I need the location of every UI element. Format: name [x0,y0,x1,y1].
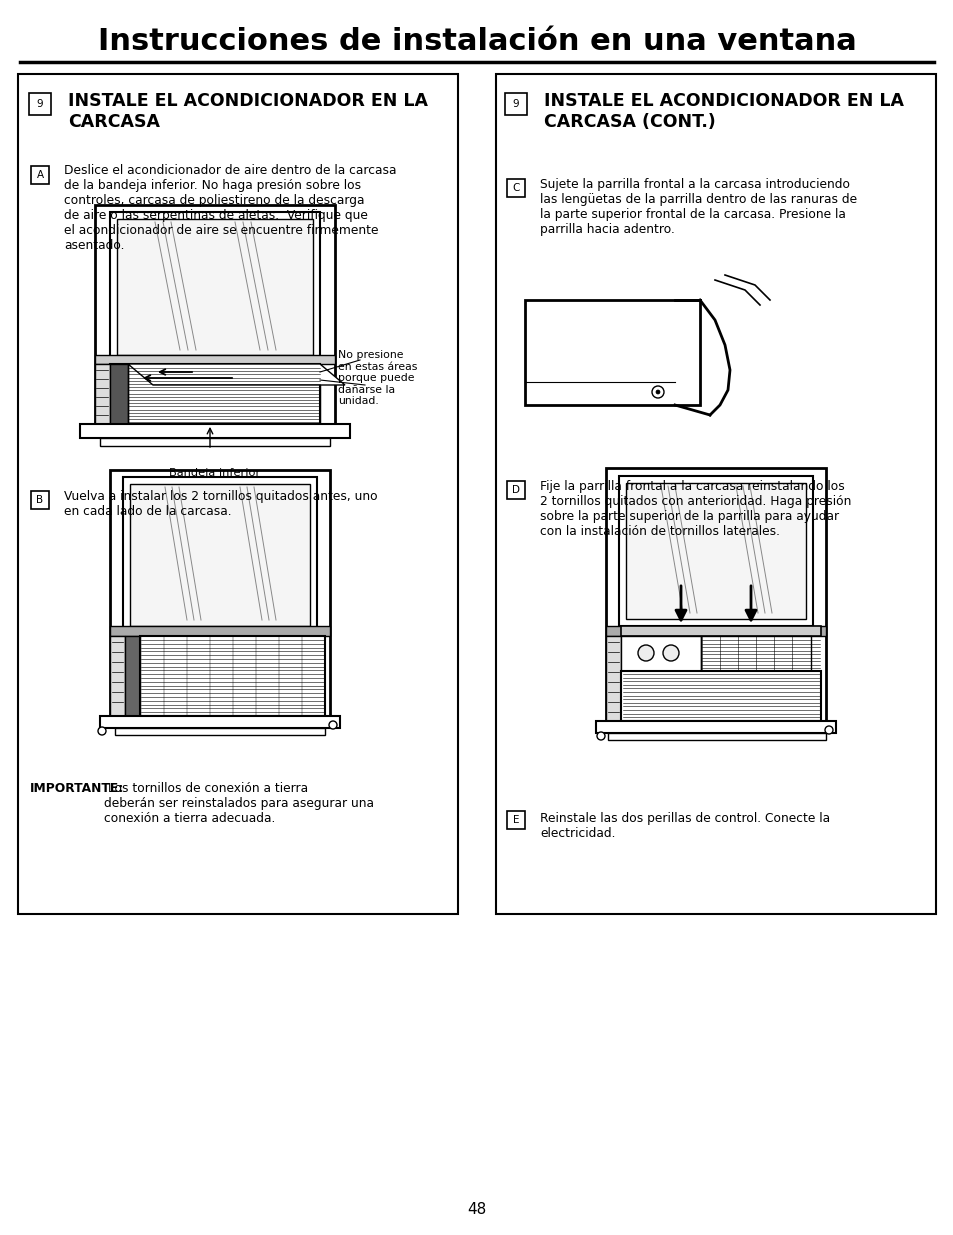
Bar [100,716,339,727]
Bar [506,179,524,198]
Bar [110,626,330,636]
Text: INSTALE EL ACONDICIONADOR EN LA
CARCASA (CONT.): INSTALE EL ACONDICIONADOR EN LA CARCASA … [543,91,903,131]
Bar [110,364,128,424]
Bar [95,364,110,424]
Bar [95,354,335,364]
Circle shape [824,726,832,734]
Bar [115,727,325,735]
Text: C: C [512,183,519,193]
Text: E: E [512,815,518,825]
Bar [607,734,825,740]
Bar [30,165,49,184]
Text: A: A [36,170,44,180]
Bar [117,219,313,354]
Text: INSTALE EL ACONDICIONADOR EN LA
CARCASA: INSTALE EL ACONDICIONADOR EN LA CARCASA [68,91,428,131]
Bar [524,300,700,405]
Text: Instrucciones de instalación en una ventana: Instrucciones de instalación en una vent… [97,27,856,57]
Bar [605,636,620,721]
Bar [620,626,821,636]
Bar [110,636,125,716]
Text: IMPORTANTE:: IMPORTANTE: [30,782,124,795]
Circle shape [638,645,654,661]
Bar [506,480,524,499]
Circle shape [662,645,679,661]
Bar [140,636,325,716]
Text: Bandeja inferior: Bandeja inferior [170,468,260,478]
Text: Fije la parrilla frontal a la carcasa reinstalando los
2 tornillos quitados con : Fije la parrilla frontal a la carcasa re… [539,480,850,538]
Text: Vuelva a instalar los 2 tornillos quitados antes, uno
en cada lado de la carcasa: Vuelva a instalar los 2 tornillos quitad… [64,490,377,517]
Bar [18,74,457,914]
Bar [620,671,821,721]
Text: D: D [512,485,519,495]
Bar [110,364,319,424]
Circle shape [656,390,659,394]
Bar [618,475,812,626]
Bar [95,205,335,435]
Text: No presione
en estas áreas
porque puede
dañarse la
unidad.: No presione en estas áreas porque puede … [337,350,416,406]
Text: 48: 48 [467,1203,486,1218]
Bar [130,484,310,626]
Bar [123,477,316,632]
Bar [30,492,49,509]
Bar [80,424,350,438]
Text: Los tornillos de conexión a tierra
deberán ser reinstalados para asegurar una
co: Los tornillos de conexión a tierra deber… [104,782,374,825]
Polygon shape [128,364,345,385]
Bar [625,483,805,619]
Bar [128,364,319,424]
Bar [125,636,140,716]
Circle shape [98,727,106,735]
Text: Reinstale las dos perillas de control. Conecte la
electricidad.: Reinstale las dos perillas de control. C… [539,811,829,840]
Circle shape [597,732,604,740]
Text: 9: 9 [512,99,518,109]
Bar [29,93,51,115]
Bar [110,471,330,725]
Text: Deslice el acondicionador de aire dentro de la carcasa
de la bandeja inferior. N: Deslice el acondicionador de aire dentro… [64,164,396,252]
Bar [620,636,700,671]
Circle shape [651,387,663,398]
Bar [496,74,935,914]
Circle shape [329,721,336,729]
Bar [700,636,810,671]
Bar [605,626,825,636]
Text: Sujete la parrilla frontal a la carcasa introduciendo
las lengüetas de la parril: Sujete la parrilla frontal a la carcasa … [539,178,856,236]
Bar [100,438,330,446]
Bar [504,93,526,115]
Bar [605,468,825,722]
Text: 9: 9 [36,99,43,109]
Bar [506,811,524,829]
Bar [110,212,319,362]
Bar [596,721,835,734]
Text: B: B [36,495,44,505]
